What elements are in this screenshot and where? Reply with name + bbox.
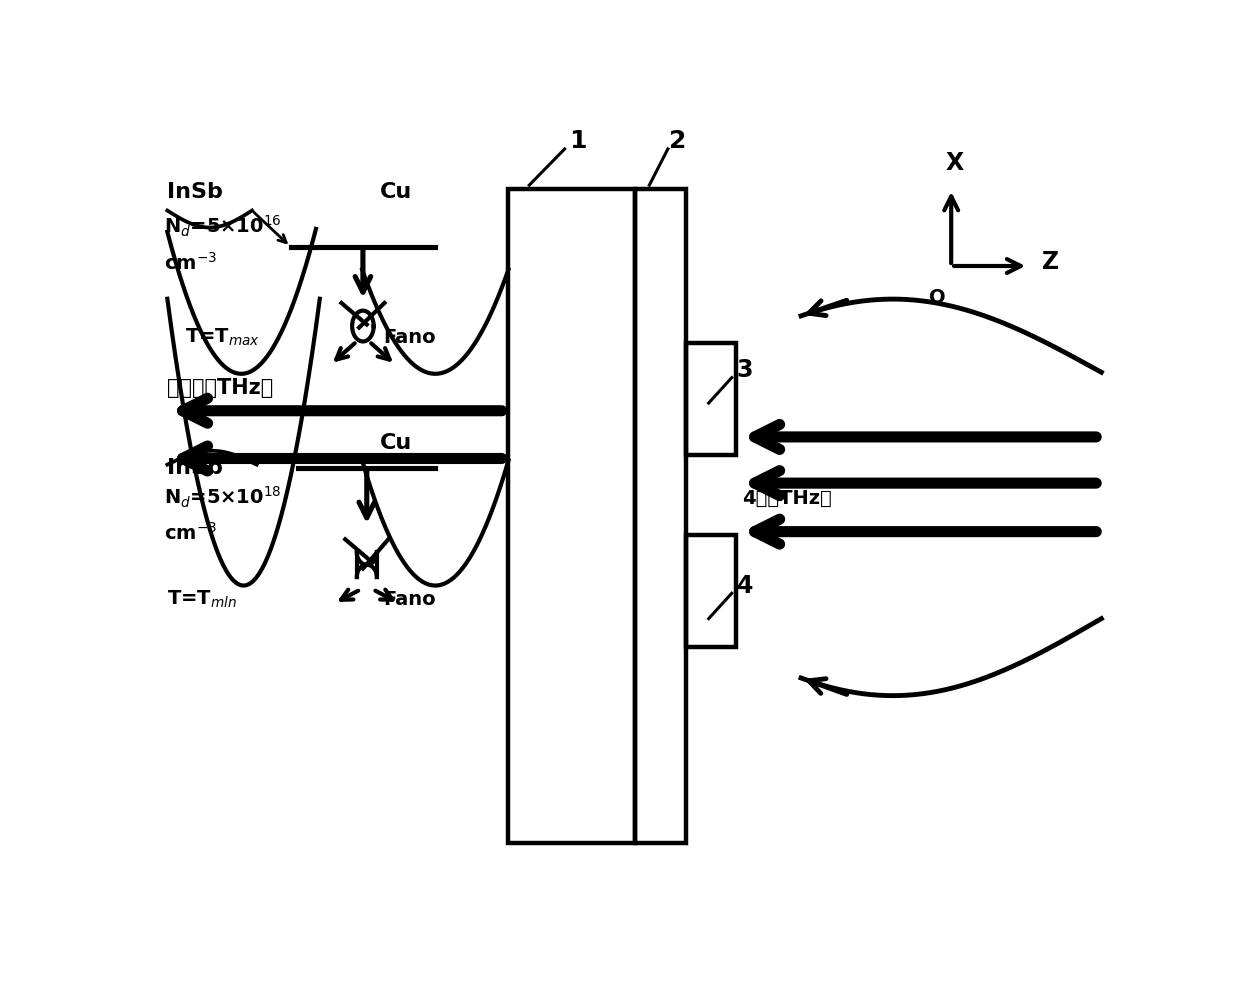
Text: O: O	[929, 287, 946, 306]
Text: Z: Z	[1042, 250, 1059, 275]
Text: N$_d$=5×10$^{18}$: N$_d$=5×10$^{18}$	[164, 485, 281, 510]
Text: Cu: Cu	[379, 433, 412, 453]
Text: Fano: Fano	[383, 590, 435, 608]
Bar	[635, 189, 686, 843]
Text: cm$^{-3}$: cm$^{-3}$	[164, 252, 217, 274]
Text: 3: 3	[737, 358, 753, 382]
Text: InSb: InSb	[167, 182, 223, 202]
Text: Fano: Fano	[383, 328, 435, 347]
Text: Cu: Cu	[379, 182, 412, 202]
Bar	[686, 343, 735, 455]
Text: T=T$_{max}$: T=T$_{max}$	[185, 327, 260, 348]
Text: cm$^{-3}$: cm$^{-3}$	[164, 521, 217, 543]
Bar	[508, 189, 635, 843]
Text: 1: 1	[569, 129, 587, 154]
Text: 调制后的THz波: 调制后的THz波	[167, 378, 274, 397]
Text: 4入射THz波: 4入射THz波	[742, 489, 832, 508]
Text: X: X	[946, 152, 965, 175]
Text: T=T$_{mln}$: T=T$_{mln}$	[167, 589, 237, 610]
Text: 4: 4	[737, 574, 753, 598]
Bar	[686, 535, 735, 647]
Text: N$_d$=5×10$^{16}$: N$_d$=5×10$^{16}$	[164, 214, 281, 239]
Text: InSb: InSb	[167, 458, 223, 478]
Text: 2: 2	[670, 129, 687, 154]
